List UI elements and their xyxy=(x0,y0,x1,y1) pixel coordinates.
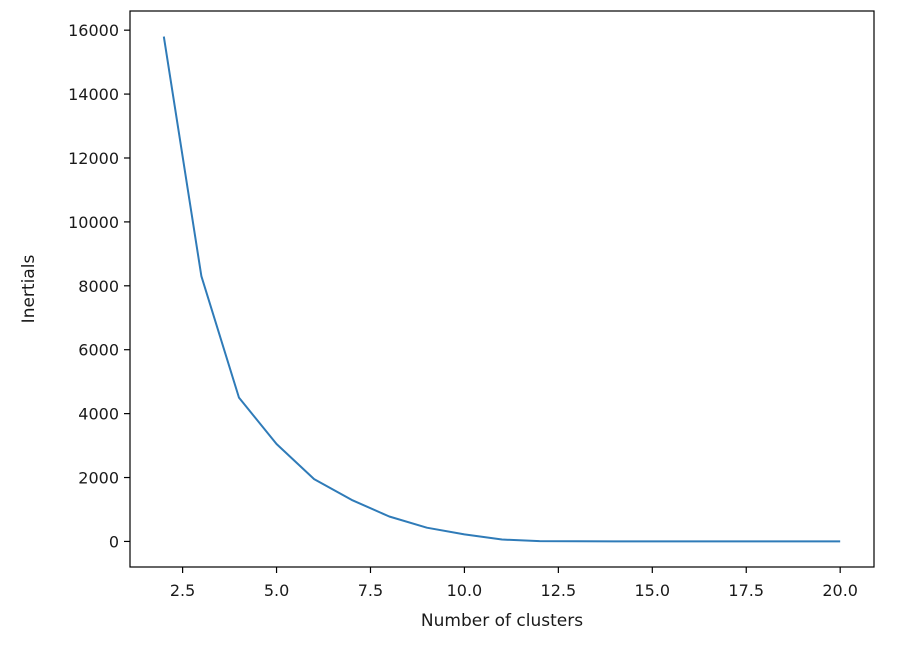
y-axis-label: Inertials xyxy=(19,255,39,324)
x-tick-label: 5.0 xyxy=(264,581,289,600)
y-axis-ticks: 0 2000 4000 6000 8000 10000 12000 14000 16000 xyxy=(68,21,130,551)
y-tick-label: 12000 xyxy=(68,149,119,168)
x-tick-label: 7.5 xyxy=(358,581,383,600)
y-tick-label: 0 xyxy=(109,532,119,551)
x-tick-label: 15.0 xyxy=(634,581,670,600)
y-tick-label: 6000 xyxy=(78,341,119,360)
x-tick-label: 2.5 xyxy=(170,581,195,600)
x-tick-label: 20.0 xyxy=(822,581,858,600)
y-tick-label: 4000 xyxy=(78,405,119,424)
y-tick-label: 2000 xyxy=(78,469,119,488)
x-axis-ticks: 2.5 5.0 7.5 10.0 12.5 15.0 17.5 20.0 xyxy=(170,567,858,600)
axes-frame xyxy=(129,10,875,568)
y-tick-label: 16000 xyxy=(68,21,119,40)
series-line xyxy=(162,36,841,543)
x-tick-label: 12.5 xyxy=(541,581,577,600)
y-tick-label: 8000 xyxy=(78,277,119,296)
x-tick-label: 17.5 xyxy=(728,581,764,600)
y-tick-label: 10000 xyxy=(68,213,119,232)
x-axis-label: Number of clusters xyxy=(421,611,583,631)
x-tick-label: 10.0 xyxy=(447,581,483,600)
y-tick-label: 14000 xyxy=(68,85,119,104)
